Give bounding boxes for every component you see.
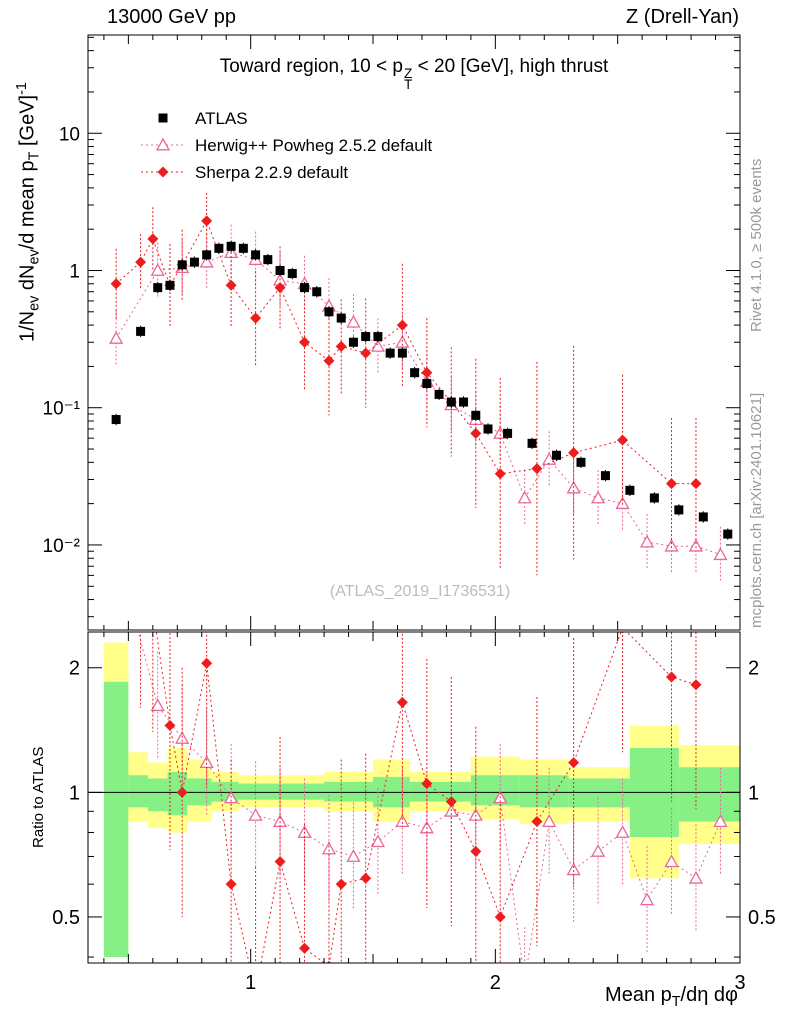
green-band — [678, 767, 740, 822]
series-atlas-main — [111, 240, 733, 540]
y-tick-label: 10⁻² — [43, 536, 81, 557]
axis-tick-labels: 1 2 3 10 1 10⁻¹ 10⁻² 2 2 1 1 0.5 0.5 — [43, 124, 776, 994]
analysis-id-watermark: (ATLAS_2019_I1736531) — [329, 583, 511, 600]
green-band — [568, 778, 630, 808]
rivet-version-note: Rivet 4.1.0, ≥ 500k events — [748, 158, 765, 332]
legend-label: ATLAS — [195, 109, 248, 128]
green-band — [409, 781, 471, 802]
ratio-tick-label-right: 2 — [748, 658, 759, 680]
ratio-tick-label-left: 0.5 — [52, 907, 80, 929]
green-band — [238, 783, 325, 800]
y-tick-label: 10 — [59, 124, 80, 145]
legend: ATLAS Herwig++ Powheg 2.5.2 default Sherpa… — [141, 109, 432, 182]
y-tick-label: 10⁻¹ — [43, 399, 81, 420]
main-panel-frame — [87, 34, 741, 631]
ratio-tick-label-right: 1 — [748, 782, 759, 804]
x-tick-label: 1 — [245, 972, 256, 994]
ratio-tick-label-left: 1 — [69, 782, 80, 804]
series-herwig-main — [109, 224, 728, 583]
process-header: Z (Drell-Yan) — [626, 6, 739, 28]
legend-item-sherpa: Sherpa 2.2.9 default — [141, 163, 348, 182]
series-sherpa-ratio — [140, 632, 702, 963]
ratio-uncertainty-bands — [103, 642, 740, 958]
series-sherpa-main — [110, 192, 702, 576]
beam-energy-header: 13000 GeV pp — [107, 6, 236, 28]
y-tick-label: 1 — [69, 261, 80, 282]
green-band — [128, 775, 148, 808]
legend-item-atlas: ATLAS — [158, 109, 248, 128]
ratio-tick-label-left: 2 — [69, 658, 80, 680]
green-band — [103, 681, 129, 958]
green-band — [147, 778, 168, 812]
ratio-tick-label-right: 0.5 — [748, 907, 776, 929]
y-axis-title: 1/Nev dNev/d mean pT [GeV]-1 — [14, 82, 43, 342]
x-axis-title: Mean pT/dη dφ — [605, 984, 738, 1010]
green-band — [324, 781, 374, 802]
legend-item-herwig: Herwig++ Powheg 2.5.2 default — [141, 136, 432, 155]
mcplots-arxiv-note: mcplots.cern.ch [arXiv:2401.10621] — [748, 392, 765, 628]
x-tick-label: 3 — [734, 972, 745, 994]
ratio-axis-title: Ratio to ATLAS — [30, 746, 47, 848]
green-band — [519, 775, 569, 808]
legend-label: Sherpa 2.2.9 default — [195, 163, 348, 182]
ratio-panel-frame — [87, 631, 741, 964]
x-tick-label: 2 — [490, 972, 501, 994]
legend-label: Herwig++ Powheg 2.5.2 default — [195, 136, 432, 155]
